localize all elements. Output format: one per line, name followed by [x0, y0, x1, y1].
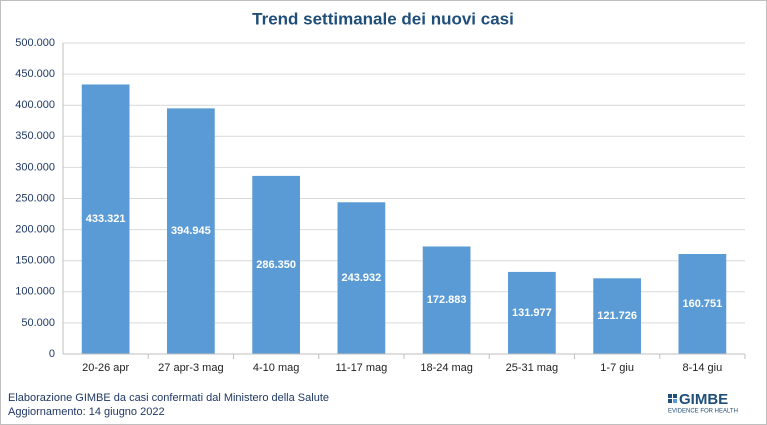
value-label: 433.321 [86, 213, 126, 225]
x-tick-label: 27 apr-3 mag [158, 362, 223, 374]
y-tick-label: 50.000 [21, 317, 55, 329]
value-label: 160.751 [682, 298, 722, 310]
x-tick-label: 1-7 giu [600, 362, 634, 374]
y-tick-label: 350.000 [15, 130, 55, 142]
y-tick-label: 100.000 [15, 286, 55, 298]
x-tick-label: 8-14 giu [682, 362, 722, 374]
value-label: 243.932 [341, 272, 381, 284]
value-label: 131.977 [512, 307, 552, 319]
value-label: 286.350 [256, 259, 296, 271]
x-tick-label: 4-10 mag [253, 362, 299, 374]
logo-name: GIMBE [679, 391, 728, 408]
y-tick-label: 0 [49, 348, 55, 360]
x-tick-label: 20-26 apr [82, 362, 129, 374]
bar [337, 202, 386, 354]
chart-title: Trend settimanale dei nuovi casi [252, 9, 514, 28]
x-tick-label: 18-24 mag [420, 362, 473, 374]
y-tick-label: 250.000 [15, 192, 55, 204]
y-tick-label: 200.000 [15, 224, 55, 236]
bar [422, 246, 471, 354]
bar [508, 271, 556, 354]
y-tick-label: 500.000 [15, 37, 55, 49]
y-tick-label: 300.000 [15, 161, 55, 173]
bar [81, 84, 130, 354]
value-label: 172.883 [427, 294, 467, 306]
x-tick-label: 25-31 mag [506, 362, 559, 374]
bar [252, 175, 300, 354]
logo-tagline: EVIDENCE FOR HEALTH [668, 409, 738, 415]
x-tick-label: 11-17 mag [335, 362, 387, 374]
y-tick-label: 400.000 [15, 99, 55, 111]
logo-icon [668, 394, 677, 403]
y-tick-label: 450.000 [15, 68, 55, 80]
source-note: Elaborazione GIMBE da casi confermati da… [8, 392, 329, 404]
value-label: 394.945 [171, 225, 211, 237]
value-label: 121.726 [597, 310, 637, 322]
bar [678, 254, 727, 354]
bar [593, 278, 641, 354]
update-note: Aggiornamento: 14 giugno 2022 [8, 406, 165, 418]
y-tick-label: 150.000 [15, 255, 55, 267]
bar [167, 108, 215, 354]
